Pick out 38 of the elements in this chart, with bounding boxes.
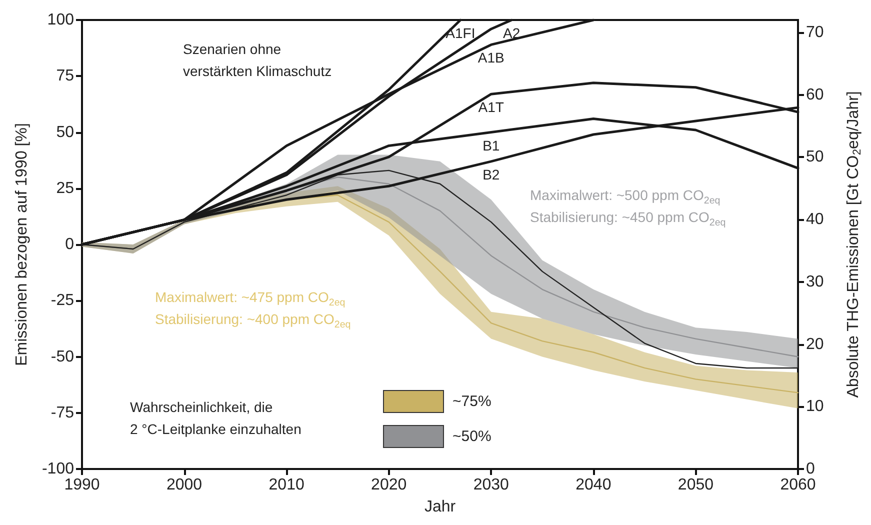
y2-tick-label: 20 — [806, 336, 824, 353]
legend-label: ~50% — [452, 428, 492, 445]
legend-label: ~75% — [452, 393, 492, 410]
x-tick-label: 2030 — [473, 476, 510, 494]
x-axis-title: Jahr — [424, 498, 456, 516]
y-tick-label: -50 — [50, 348, 74, 366]
y-tick-label: 75 — [56, 68, 74, 85]
y-tick-label: 50 — [56, 124, 74, 141]
series-label: A1FI — [446, 25, 476, 41]
series-label: B1 — [482, 137, 500, 154]
y-tick-label: -75 — [50, 404, 74, 422]
y2-tick-label: 50 — [806, 148, 824, 166]
y-tick-label: 100 — [47, 12, 74, 28]
series-label: A1B — [478, 50, 504, 66]
y-tick-label: 0 — [65, 236, 74, 253]
y-tick-label: -100 — [42, 460, 74, 478]
y-tick-label: 25 — [56, 180, 74, 197]
x-tick-label: 1990 — [64, 476, 100, 494]
y2-axis-title: Absolute THG-Emissionen [Gt CO2eq/Jahr] — [845, 91, 864, 398]
series-label: A2 — [503, 25, 520, 41]
y2-tick-label: 70 — [806, 24, 824, 41]
y-tick-label: -25 — [50, 292, 74, 310]
annotation: Wahrscheinlichkeit, die 2 °C-Leitplanke einzuhalten — [130, 399, 302, 437]
annotation: Szenarien ohne verstärkten Klimaschutz — [183, 41, 332, 79]
x-tick-label: 2000 — [166, 476, 202, 494]
x-tick-label: 2010 — [268, 476, 304, 494]
x-tick-label: 2050 — [678, 476, 714, 494]
x-tick-label: 2040 — [576, 476, 612, 494]
series-label: B2 — [482, 166, 500, 182]
y2-tick-label: 30 — [806, 273, 824, 290]
y2-tick-label: 40 — [806, 211, 824, 228]
y2-tick-label: 60 — [806, 86, 824, 104]
y2-tick-label: 0 — [806, 460, 815, 478]
series-label: A1T — [478, 99, 504, 116]
x-tick-label: 2020 — [371, 476, 407, 494]
y2-tick-label: 10 — [806, 398, 824, 416]
x-tick-label: 2060 — [780, 476, 816, 494]
y-axis-title: Emissionen bezogen auf 1990 [%] — [14, 123, 30, 366]
